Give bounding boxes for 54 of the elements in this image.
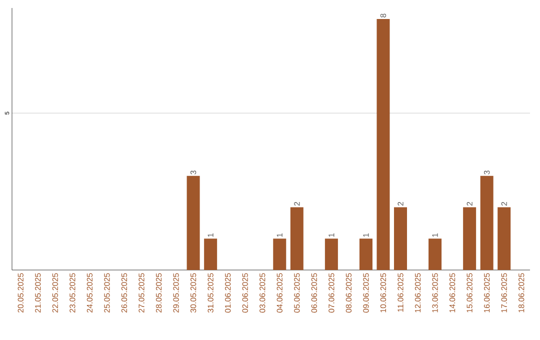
- x-tick-label: 18.06.2025: [518, 273, 524, 312]
- x-tick-label: 17.06.2025: [501, 273, 507, 312]
- x-tick-label: 13.06.2025: [432, 273, 438, 312]
- x-tick-label: 27.05.2025: [138, 273, 144, 312]
- data-label: 3: [484, 170, 490, 174]
- x-tick-label: 31.05.2025: [208, 273, 214, 313]
- x-tick-label: 14.06.2025: [449, 273, 456, 312]
- bar: [394, 207, 407, 270]
- bar: [359, 238, 372, 270]
- x-tick-label: 20.05.2025: [18, 273, 24, 312]
- x-tick-label: 03.06.2025: [260, 273, 266, 313]
- x-tick-label: 16.06.2025: [484, 273, 490, 312]
- x-tick-label: 01.06.2025: [225, 273, 231, 313]
- bar: [290, 207, 304, 270]
- x-tick-label: 26.05.2025: [121, 273, 128, 312]
- data-label: 1: [208, 233, 214, 237]
- x-tick-label: 08.06.2025: [346, 273, 352, 313]
- data-label: 1: [432, 233, 438, 237]
- bar: [428, 238, 442, 270]
- x-tick-label: 29.05.2025: [173, 273, 179, 312]
- x-tick-label: 25.05.2025: [104, 273, 110, 312]
- data-label: 3: [190, 170, 196, 174]
- x-tick-label: 23.05.2025: [70, 273, 76, 312]
- x-tick-label: 24.05.2025: [86, 273, 93, 312]
- x-tick-label: 07.06.2025: [328, 273, 334, 313]
- x-tick-label: 04.06.2025: [276, 273, 282, 313]
- x-tick-label: 11.06.2025: [398, 273, 404, 312]
- data-label: 8: [380, 14, 386, 18]
- data-label: 2: [294, 202, 300, 206]
- bar: [186, 176, 200, 270]
- x-tick-label: 10.06.2025: [380, 273, 386, 312]
- x-tick-label: 06.06.2025: [311, 273, 317, 313]
- x-tick-label: 09.06.2025: [363, 273, 369, 313]
- bar: [324, 238, 338, 270]
- x-tick-label: 22.05.2025: [52, 273, 58, 312]
- x-tick-label: 28.05.2025: [156, 273, 162, 312]
- bar: [463, 207, 476, 270]
- data-label: 1: [363, 233, 369, 237]
- x-tick-label: 05.06.2025: [294, 273, 300, 313]
- data-label: 1: [276, 233, 282, 237]
- data-label: 2: [466, 202, 472, 206]
- x-tick-label: 21.05.2025: [35, 273, 41, 312]
- data-label: 2: [398, 202, 404, 206]
- bar: [498, 207, 511, 270]
- bar: [204, 238, 218, 270]
- bar: [480, 176, 494, 270]
- bar: [273, 238, 286, 270]
- x-tick-label: 02.06.2025: [242, 273, 248, 313]
- x-tick-label: 15.06.2025: [466, 273, 472, 312]
- bar: [376, 18, 390, 270]
- x-tick-label: 30.05.2025: [190, 273, 196, 313]
- data-label: 1: [328, 233, 334, 237]
- data-label: 2: [501, 202, 507, 206]
- x-tick-label: 12.06.2025: [414, 273, 421, 312]
